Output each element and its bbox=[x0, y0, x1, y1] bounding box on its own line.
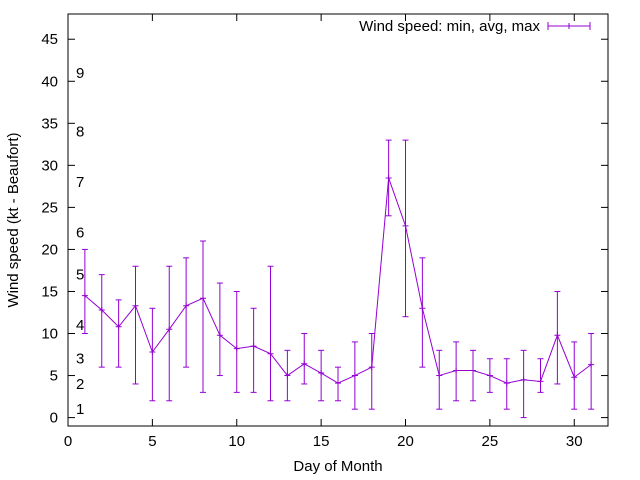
data-point bbox=[267, 350, 274, 357]
data-point bbox=[503, 380, 510, 387]
data-point bbox=[149, 349, 156, 356]
beaufort-label: 5 bbox=[76, 267, 84, 284]
x-tick-label: 15 bbox=[313, 433, 330, 450]
series-line bbox=[84, 177, 592, 384]
y-tick-label: 40 bbox=[41, 73, 58, 90]
series-line-layer bbox=[84, 177, 592, 384]
beaufort-label: 1 bbox=[76, 401, 84, 418]
data-point bbox=[115, 323, 122, 330]
data-point bbox=[470, 367, 476, 374]
y-axis-label: Wind speed (kt - Beaufort) bbox=[5, 132, 22, 307]
x-tick-label: 30 bbox=[566, 433, 583, 450]
beaufort-label: 4 bbox=[76, 317, 84, 334]
data-point bbox=[554, 332, 561, 339]
y-tick-label: 15 bbox=[41, 283, 58, 300]
plot-frame bbox=[67, 13, 609, 427]
data-point bbox=[166, 326, 173, 333]
data-point bbox=[368, 364, 375, 371]
y-tick-label: 30 bbox=[41, 157, 58, 174]
data-point bbox=[385, 174, 392, 181]
x-tick-label: 10 bbox=[228, 433, 245, 450]
x-tick-label: 5 bbox=[148, 433, 156, 450]
data-point bbox=[132, 302, 139, 309]
beaufort-label: 7 bbox=[76, 174, 84, 191]
data-point bbox=[335, 380, 341, 387]
y-tick-label: 45 bbox=[41, 31, 58, 48]
data-points bbox=[81, 174, 595, 387]
data-point bbox=[98, 306, 105, 313]
y-tick-label: 0 bbox=[50, 410, 58, 427]
y-tick-label: 25 bbox=[41, 199, 58, 216]
legend: Wind speed: min, avg, max bbox=[359, 18, 591, 35]
data-point bbox=[284, 372, 291, 379]
y-tick-label: 10 bbox=[41, 326, 58, 343]
beaufort-label: 6 bbox=[76, 225, 84, 242]
x-tick-label: 25 bbox=[482, 433, 499, 450]
data-point bbox=[81, 292, 88, 299]
x-tick-label: 0 bbox=[64, 433, 72, 450]
data-point bbox=[301, 360, 308, 367]
data-point bbox=[183, 302, 190, 309]
beaufort-label: 9 bbox=[76, 65, 84, 82]
beaufort-label: 8 bbox=[76, 124, 84, 141]
x-tick-label: 20 bbox=[397, 433, 414, 450]
y-tick-label: 20 bbox=[41, 241, 58, 258]
beaufort-scale-labels: 1 2 3 4 5 6 7 8 9 bbox=[76, 65, 84, 418]
data-point bbox=[537, 378, 544, 385]
x-axis: 0 5 10 15 20 25 30 bbox=[64, 14, 583, 450]
beaufort-label: 2 bbox=[76, 376, 84, 393]
y-tick-label: 5 bbox=[50, 368, 58, 385]
data-point bbox=[419, 305, 426, 312]
data-point bbox=[233, 345, 240, 352]
data-point bbox=[571, 374, 578, 381]
x-axis-label: Day of Month bbox=[293, 458, 382, 475]
data-point bbox=[318, 370, 325, 377]
y-tick-label: 35 bbox=[41, 115, 58, 132]
beaufort-label: 3 bbox=[76, 351, 84, 368]
data-point bbox=[436, 372, 443, 379]
error-bars bbox=[81, 139, 595, 419]
data-point bbox=[250, 343, 257, 350]
data-point bbox=[351, 372, 358, 379]
data-point bbox=[520, 376, 527, 383]
data-point bbox=[216, 332, 223, 339]
data-point bbox=[588, 361, 595, 368]
data-point bbox=[402, 222, 409, 229]
data-point bbox=[200, 295, 206, 302]
data-point bbox=[486, 372, 493, 379]
legend-label: Wind speed: min, avg, max bbox=[359, 18, 540, 35]
data-point bbox=[453, 367, 460, 374]
